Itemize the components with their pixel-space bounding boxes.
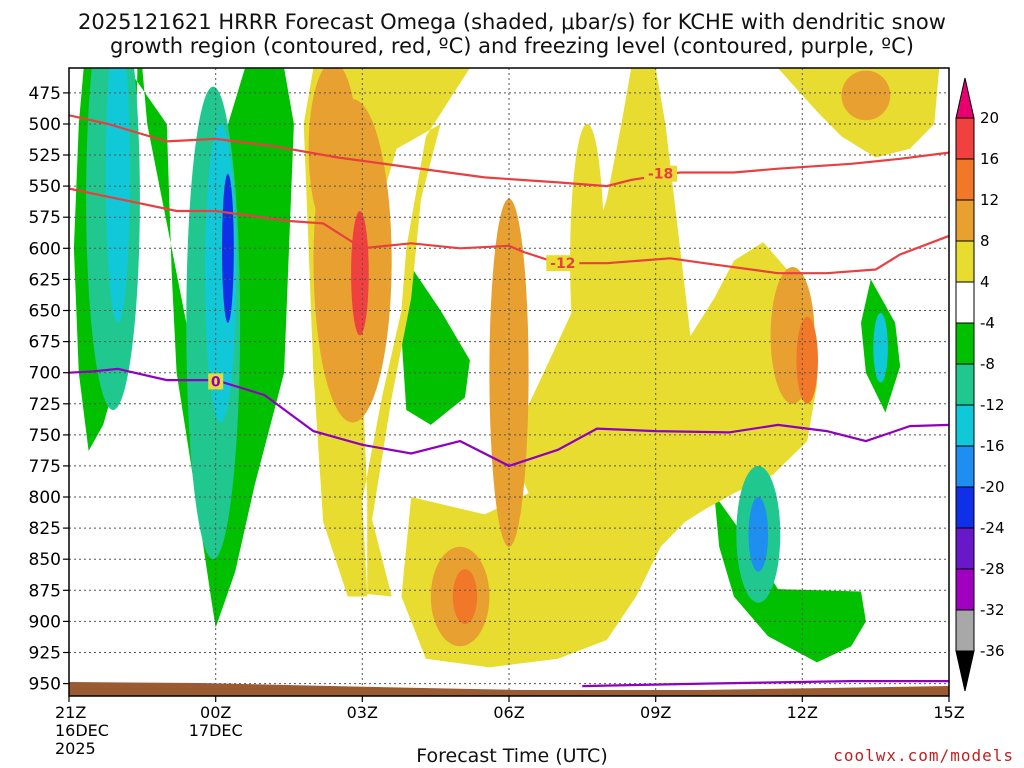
colorbar-label-6: -8 xyxy=(980,355,995,373)
ytick-label-475: 475 xyxy=(29,84,61,104)
colorbar-band-1 xyxy=(955,158,975,201)
ytick-label-625: 625 xyxy=(29,270,61,290)
terrain xyxy=(69,682,949,696)
omega-shading xyxy=(73,68,940,668)
colorbar-label-7: -12 xyxy=(980,396,1005,414)
colorbar-label-5: -4 xyxy=(980,314,995,332)
colorbar-band-8 xyxy=(955,445,975,488)
ytick-label-825: 825 xyxy=(29,519,61,539)
colorbar-band-5 xyxy=(955,322,975,365)
shade-region-1 xyxy=(401,267,470,425)
colorbar-band-10 xyxy=(955,527,975,570)
ytick-label-525: 525 xyxy=(29,146,61,166)
xtick-date-21Z: 16DEC xyxy=(55,721,109,740)
ytick-label-775: 775 xyxy=(29,457,61,477)
colorbar-band-2 xyxy=(955,199,975,242)
contour-0-2 xyxy=(69,367,949,468)
contour--18-0 xyxy=(69,114,949,188)
pressure-axis: 475 500 525 550 575 600 625 650 675 700 725 750 775 8… xyxy=(29,84,69,695)
contour-label-2: 0 xyxy=(211,374,221,390)
colorbar-label-8: -16 xyxy=(980,437,1005,455)
shade-region-2 xyxy=(714,494,866,663)
colorbar-band-7 xyxy=(955,404,975,447)
chart-title-line1: 2025121621 HRRR Forecast Omega (shaded, … xyxy=(78,10,946,34)
shade-core-6 xyxy=(351,211,369,336)
colorbar-label-10: -24 xyxy=(980,519,1005,537)
ytick-label-600: 600 xyxy=(29,239,61,259)
colorbar-label-12: -32 xyxy=(980,601,1005,619)
colorbar-label-1: 16 xyxy=(980,150,999,168)
chart-title-line2: growth region (contoured, red, ºC) and f… xyxy=(110,34,914,58)
contour-lines: -18 -12 0 xyxy=(69,114,949,688)
shade-core-17 xyxy=(841,70,891,121)
shade-core-1 xyxy=(105,68,131,323)
colorbar-band-6 xyxy=(955,363,975,406)
contour-label-bg-0 xyxy=(644,165,678,182)
ytick-label-725: 725 xyxy=(29,395,61,415)
ytick-label-575: 575 xyxy=(29,208,61,228)
ytick-label-750: 750 xyxy=(29,426,61,446)
contour-label-1: -12 xyxy=(550,256,575,272)
terrain-ground xyxy=(69,682,949,696)
colorbar-cap-bottom xyxy=(955,650,975,692)
colorbar-label-11: -28 xyxy=(980,560,1005,578)
ytick-label-700: 700 xyxy=(29,364,61,384)
colorbar-band-9 xyxy=(955,486,975,529)
xtick-label-06Z: 06Z xyxy=(493,703,524,722)
xtick-label-15Z: 15Z xyxy=(933,703,964,722)
xtick-label-21Z: 21Z xyxy=(55,703,86,722)
ytick-label-900: 900 xyxy=(29,612,61,632)
colorbar-label-3: 8 xyxy=(980,232,990,250)
colorbar-label-0: 20 xyxy=(980,109,999,127)
colorbar-label-4: 4 xyxy=(980,273,990,291)
contour-label-0: -18 xyxy=(648,167,673,183)
contour-label-bg-1 xyxy=(546,255,580,272)
xtick-date-00Z: 17DEC xyxy=(189,721,243,740)
shade-core-7 xyxy=(308,68,358,236)
xtick-label-09Z: 09Z xyxy=(640,703,671,722)
contour--12-1 xyxy=(69,187,949,275)
xtick-label-12Z: 12Z xyxy=(787,703,818,722)
ytick-label-925: 925 xyxy=(29,644,61,664)
ytick-label-950: 950 xyxy=(29,675,61,695)
colorbar-band-11 xyxy=(955,568,975,611)
colorbar-label-9: -20 xyxy=(980,478,1005,496)
colorbar-band-0 xyxy=(955,117,975,160)
x-axis-title: Forecast Time (UTC) xyxy=(416,745,608,767)
ytick-label-550: 550 xyxy=(29,177,61,197)
colorbar: 20 16 12 8 4 -4 -8 -12 -16 -20 -24 -28 -32 -36 xyxy=(955,77,1005,692)
shade-core-11 xyxy=(570,123,605,398)
xtick-label-00Z: 00Z xyxy=(200,703,231,722)
shade-core-16 xyxy=(873,313,888,383)
colorbar-cap-top xyxy=(955,77,975,119)
xtick-year-21Z: 2025 xyxy=(55,739,96,758)
colorbar-band-3 xyxy=(955,240,975,283)
ytick-label-500: 500 xyxy=(29,115,61,135)
shade-core-15 xyxy=(748,497,769,572)
ytick-label-850: 850 xyxy=(29,550,61,570)
ytick-label-650: 650 xyxy=(29,302,61,322)
contour-sfc-3 xyxy=(582,679,949,688)
contour-label-bg-2 xyxy=(208,373,224,390)
colorbar-label-2: 12 xyxy=(980,191,999,209)
xtick-label-03Z: 03Z xyxy=(347,703,378,722)
shade-region-5 xyxy=(401,242,817,668)
colorbar-band-12 xyxy=(955,609,975,652)
colorbar-label-13: -36 xyxy=(980,642,1005,660)
shade-core-13 xyxy=(796,316,818,404)
shade-core-9 xyxy=(452,569,478,624)
ytick-label-800: 800 xyxy=(29,488,61,508)
ytick-label-675: 675 xyxy=(29,333,61,353)
ytick-label-875: 875 xyxy=(29,581,61,601)
credit-text: coolwx.com/models xyxy=(833,746,1014,765)
colorbar-band-4 xyxy=(955,281,975,324)
shade-core-4 xyxy=(222,173,234,323)
